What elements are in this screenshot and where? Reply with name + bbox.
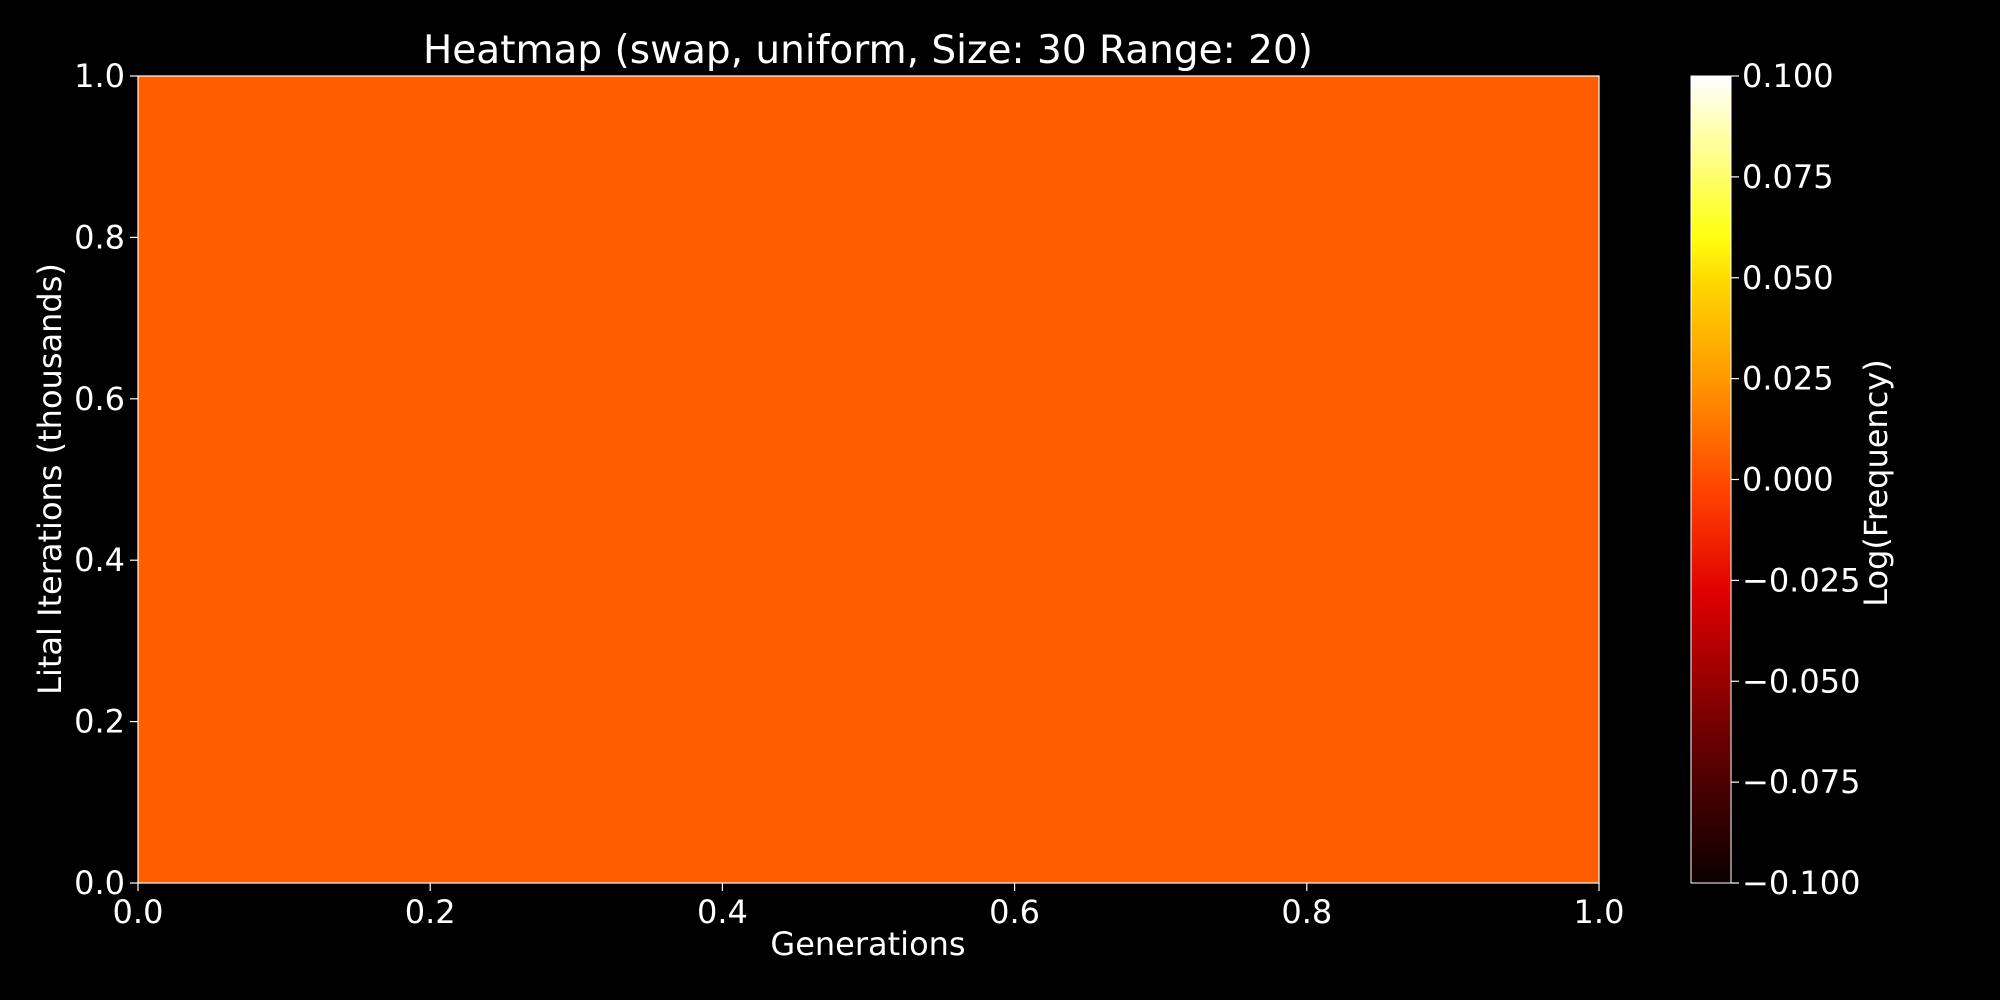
y-tick-label: 0.8	[74, 218, 125, 256]
x-axis-label: Generations	[770, 925, 965, 963]
x-tick-label: 1.0	[1574, 893, 1625, 931]
colorbar-tick-label: 0.075	[1742, 158, 1834, 196]
y-tick-label: 0.4	[74, 541, 125, 579]
x-tick-label: 0.6	[989, 893, 1040, 931]
x-tick-label: 0.0	[113, 893, 164, 931]
colorbar-tick-label: −0.050	[1742, 662, 1860, 700]
x-tick-label: 0.4	[697, 893, 748, 931]
colorbar-tick-label: −0.100	[1742, 864, 1860, 902]
heatmap-cells	[138, 76, 1599, 883]
y-axis-ticks: 0.0 0.2 0.4 0.6 0.8 1.0	[74, 57, 138, 902]
colorbar	[1690, 75, 1732, 884]
x-tick-label: 0.8	[1281, 893, 1332, 931]
x-tick-label: 0.2	[405, 893, 456, 931]
y-tick-label: 1.0	[74, 57, 125, 95]
colorbar-label: Log(Frequency)	[1857, 359, 1895, 606]
colorbar-tick-label: 0.025	[1742, 360, 1834, 398]
heatmap-cell	[138, 76, 1599, 883]
y-tick-label: 0.0	[74, 864, 125, 902]
y-tick-label: 0.2	[74, 703, 125, 741]
colorbar-tick-label: 0.100	[1742, 57, 1834, 95]
y-tick-label: 0.6	[74, 380, 125, 418]
chart-title: Heatmap (swap, uniform, Size: 30 Range: …	[423, 28, 1313, 73]
colorbar-tick-label: 0.000	[1742, 461, 1834, 499]
colorbar-tick-label: 0.050	[1742, 259, 1834, 297]
x-axis-ticks: 0.0 0.2 0.4 0.6 0.8 1.0	[113, 883, 1625, 931]
colorbar-tick-label: −0.075	[1742, 763, 1860, 801]
plot-frame	[137, 75, 1600, 884]
colorbar-ticks: 0.100 0.075 0.050 0.025 0.000 −0.025 −0.050 −0.…	[1731, 57, 1860, 902]
colorbar-tick-label: −0.025	[1742, 561, 1860, 599]
y-axis-label: Lital Iterations (thousands)	[31, 263, 69, 695]
